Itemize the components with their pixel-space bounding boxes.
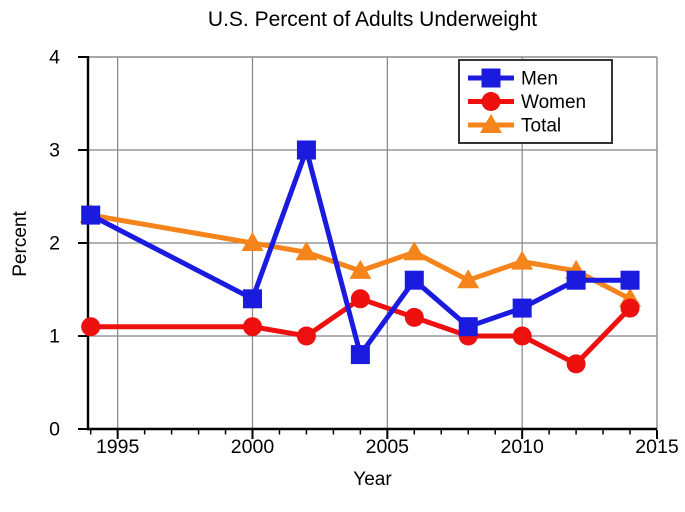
legend-marker-women [481, 92, 501, 111]
x-tick-label-2015: 2015 [635, 436, 679, 458]
legend-label-women: Women [521, 92, 586, 113]
marker-women-2000 [242, 317, 262, 337]
marker-men-2008 [458, 317, 478, 337]
y-axis-label: Percent [10, 211, 31, 277]
y-tick-label-4: 4 [49, 47, 60, 69]
marker-total-2006 [403, 241, 426, 261]
marker-men-2010 [512, 298, 532, 318]
y-tick-label-2: 2 [49, 233, 60, 255]
marker-men-2004 [350, 345, 370, 365]
legend-label-total: Total [521, 116, 561, 137]
marker-men-2014 [620, 270, 640, 290]
marker-men-1994 [81, 205, 101, 225]
marker-total-2008 [457, 269, 480, 289]
x-tick-label-2010: 2010 [500, 436, 544, 458]
marker-women-2014 [620, 298, 640, 318]
marker-men-2002 [296, 140, 316, 160]
marker-women-2010 [512, 326, 532, 346]
x-tick-label-1995: 1995 [96, 436, 140, 458]
x-axis-label: Year [353, 469, 392, 490]
marker-women-2012 [566, 354, 586, 374]
marker-men-2006 [404, 270, 424, 290]
chart-title: U.S. Percent of Adults Underweight [207, 8, 538, 31]
marker-total-2010 [511, 250, 534, 270]
legend-marker-men [481, 68, 501, 88]
legend-label-men: Men [521, 69, 558, 90]
x-tick-label-2005: 2005 [366, 436, 410, 458]
marker-women-1994 [81, 317, 101, 337]
marker-women-2006 [404, 307, 424, 327]
marker-total-2004 [349, 259, 372, 279]
marker-women-2002 [296, 326, 316, 346]
y-tick-label-0: 0 [49, 419, 60, 441]
y-tick-label-1: 1 [49, 326, 60, 348]
marker-total-2000 [241, 232, 264, 251]
legend-marker-total [480, 114, 502, 133]
marker-men-2012 [566, 270, 586, 290]
series-line-men [89, 141, 630, 361]
marker-total-2002 [295, 241, 318, 261]
marker-women-2004 [350, 289, 370, 309]
marker-men-2000 [242, 289, 262, 309]
x-tick-label-2000: 2000 [231, 436, 275, 458]
y-tick-label-3: 3 [49, 140, 60, 162]
